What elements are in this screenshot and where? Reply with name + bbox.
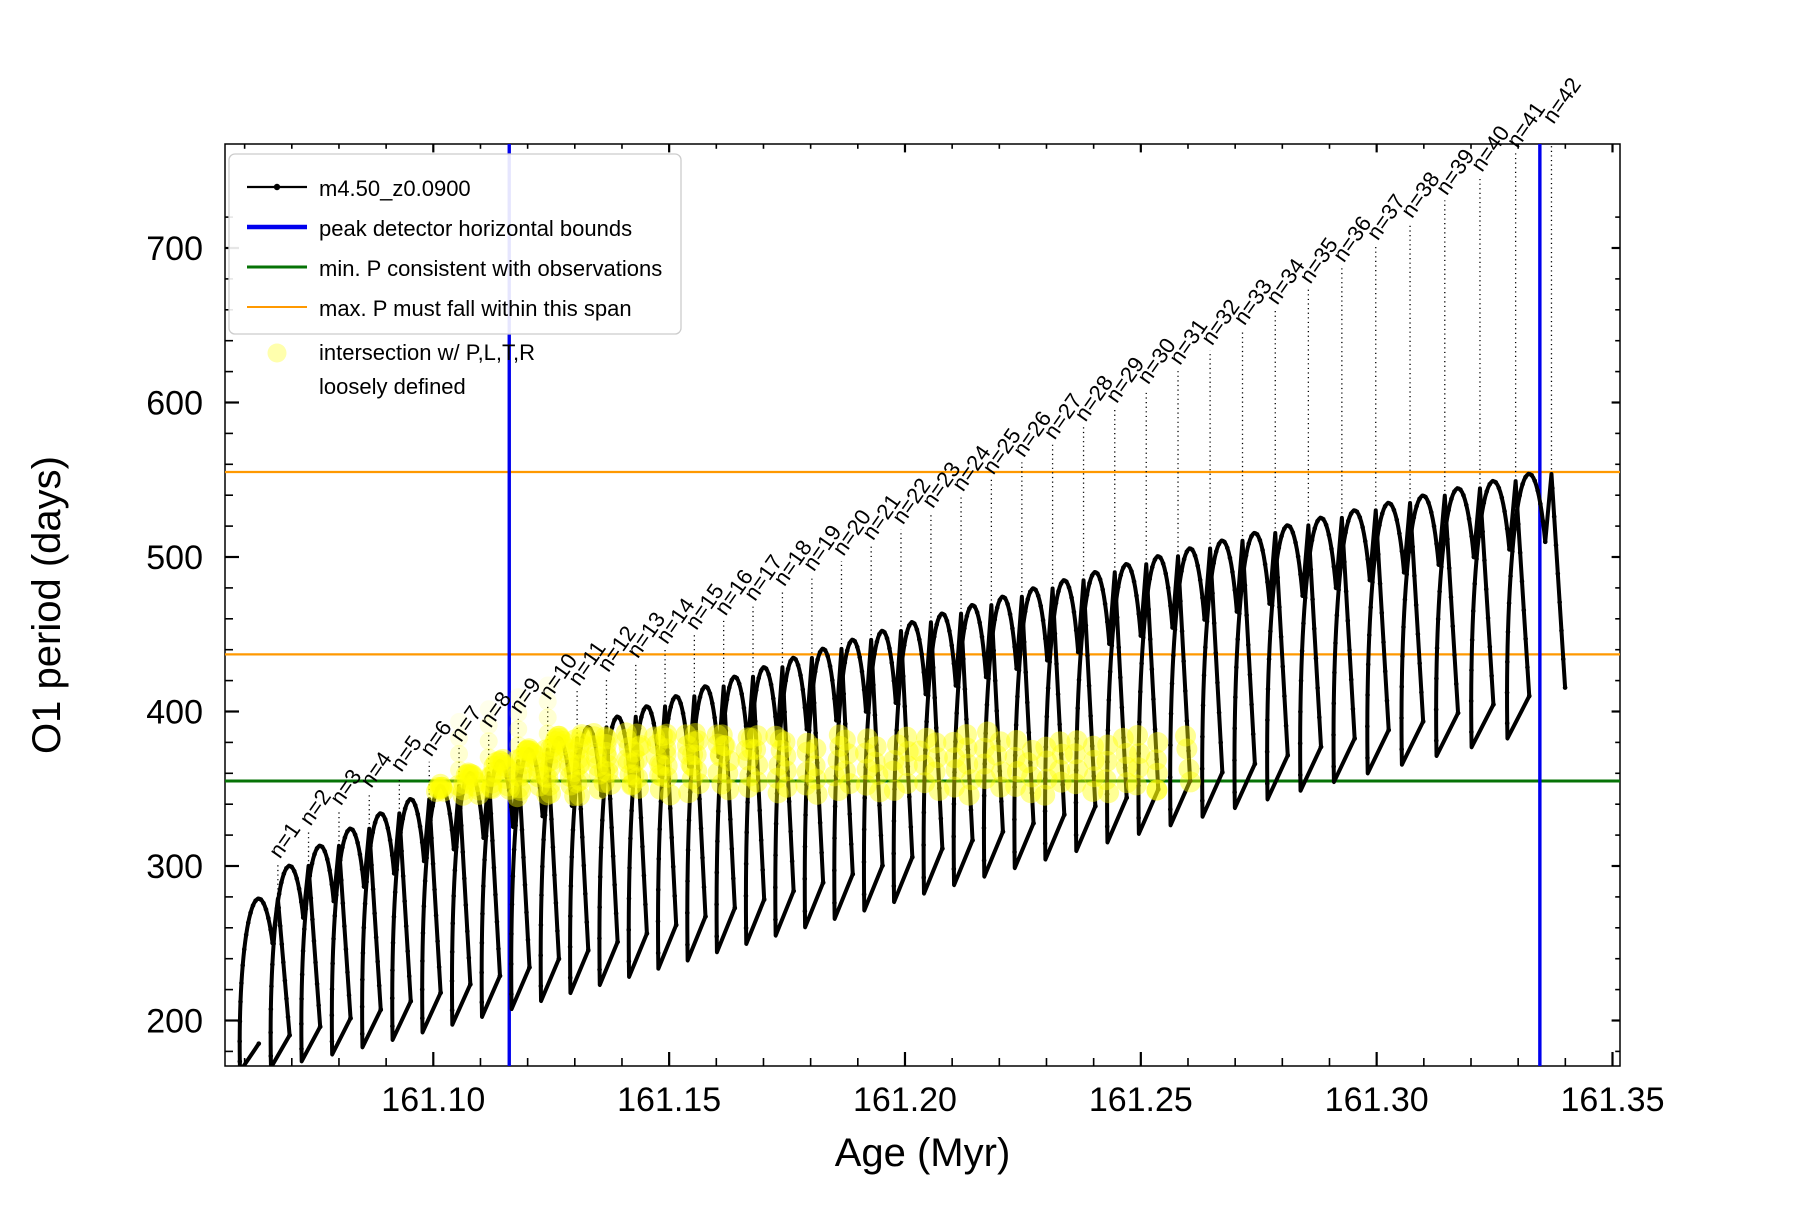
svg-text:161.30: 161.30 [1325,1081,1429,1119]
svg-text:intersection w/ P,L,T,R: intersection w/ P,L,T,R [319,340,535,365]
svg-text:O1 period (days): O1 period (days) [25,456,69,754]
svg-text:m4.50_z0.0900: m4.50_z0.0900 [319,176,471,201]
svg-text:loosely defined: loosely defined [319,374,466,399]
svg-text:max. P must fall within this s: max. P must fall within this span [319,296,632,321]
svg-text:700: 700 [146,230,203,268]
svg-text:500: 500 [146,539,203,577]
svg-text:peak detector horizontal bound: peak detector horizontal bounds [319,216,632,241]
svg-text:Age (Myr): Age (Myr) [835,1131,1011,1175]
svg-text:200: 200 [146,1003,203,1041]
svg-text:161.35: 161.35 [1561,1081,1665,1119]
svg-text:161.10: 161.10 [381,1081,485,1119]
svg-text:min. P consistent with observa: min. P consistent with observations [319,256,662,281]
svg-text:161.15: 161.15 [617,1081,721,1119]
svg-text:300: 300 [146,848,203,886]
svg-text:600: 600 [146,385,203,423]
svg-text:400: 400 [146,694,203,732]
svg-text:161.20: 161.20 [853,1081,957,1119]
svg-text:161.25: 161.25 [1089,1081,1193,1119]
